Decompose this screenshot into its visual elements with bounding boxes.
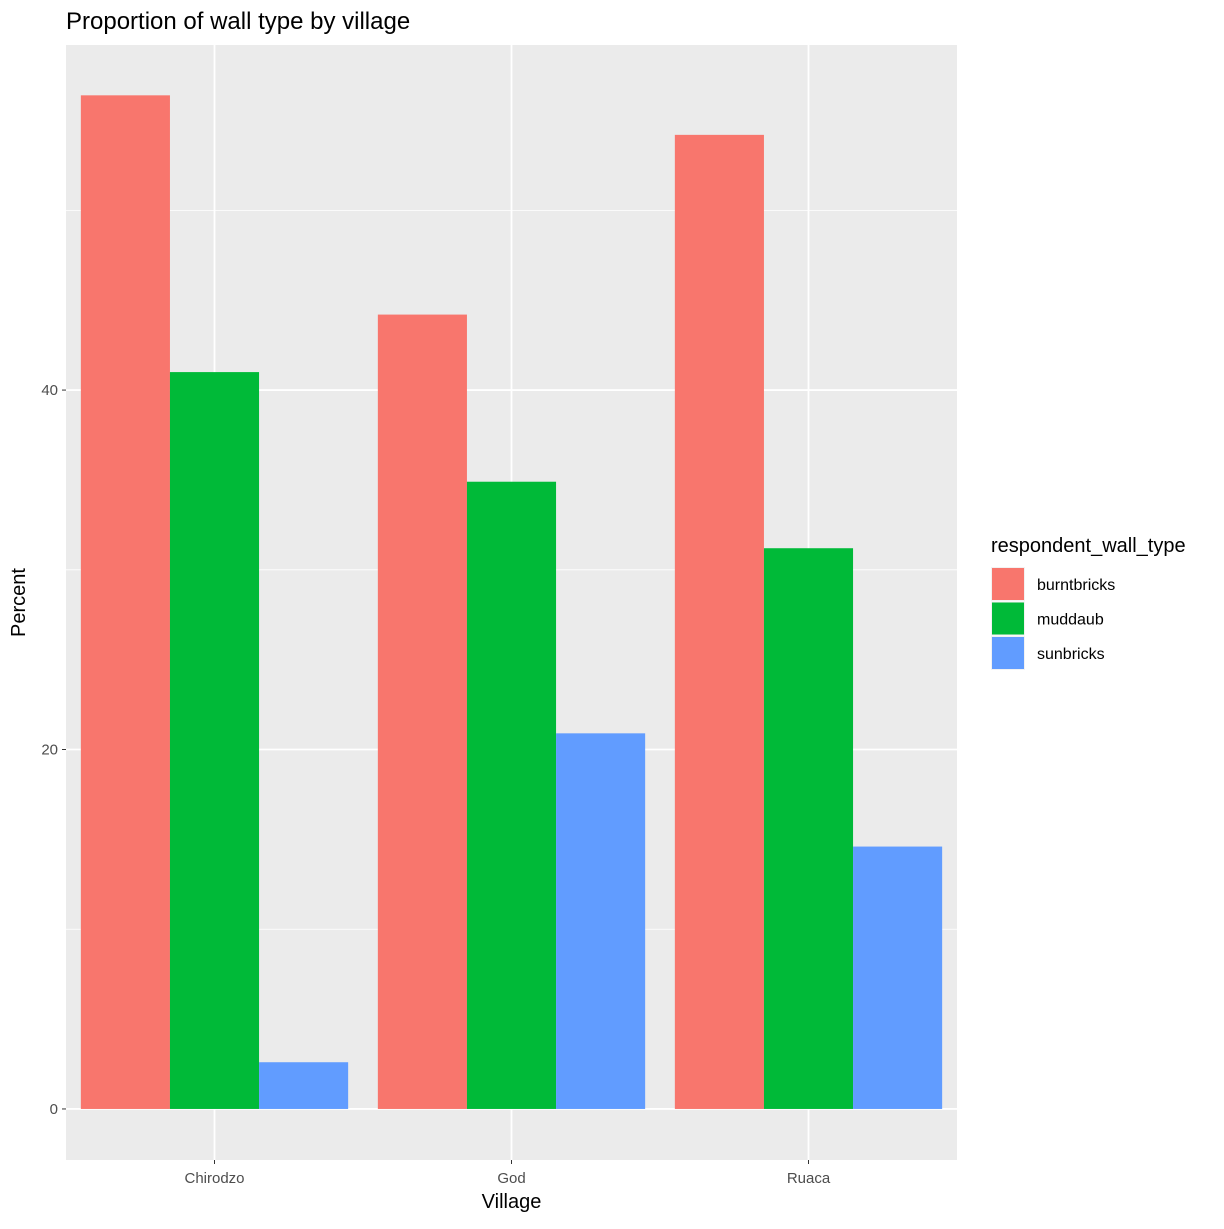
- x-axis-label: Village: [482, 1191, 542, 1213]
- legend-swatch-sunbricks: [992, 637, 1024, 669]
- x-tick-label: Chirodzo: [184, 1170, 244, 1187]
- bar-sunbricks-Chirodzo: [259, 1062, 349, 1109]
- legend-swatch-muddaub: [992, 602, 1024, 635]
- legend-title: respondent_wall_type: [991, 535, 1186, 557]
- bar-sunbricks-God: [556, 733, 646, 1109]
- bar-sunbricks-Ruaca: [853, 846, 943, 1109]
- bar-muddaub-Chirodzo: [169, 372, 260, 1109]
- chart-title: Proportion of wall type by village: [66, 8, 410, 35]
- legend-label: sunbricks: [1037, 646, 1105, 663]
- x-tick-label: God: [497, 1170, 525, 1187]
- bar-muddaub-Ruaca: [763, 548, 854, 1109]
- bar-burntbricks-Ruaca: [674, 134, 764, 1109]
- y-tick-label: 20: [41, 742, 58, 759]
- y-tick-label: 40: [41, 382, 58, 399]
- legend-label: burntbricks: [1037, 577, 1115, 594]
- bar-burntbricks-Chirodzo: [80, 95, 170, 1109]
- y-tick-label: 0: [50, 1101, 58, 1118]
- bar-burntbricks-God: [377, 314, 467, 1109]
- legend-swatch-burntbricks: [992, 568, 1024, 600]
- bar-muddaub-God: [466, 481, 557, 1109]
- y-axis-label: Percent: [8, 568, 30, 637]
- x-tick-label: Ruaca: [787, 1170, 831, 1187]
- legend-label: muddaub: [1037, 612, 1104, 629]
